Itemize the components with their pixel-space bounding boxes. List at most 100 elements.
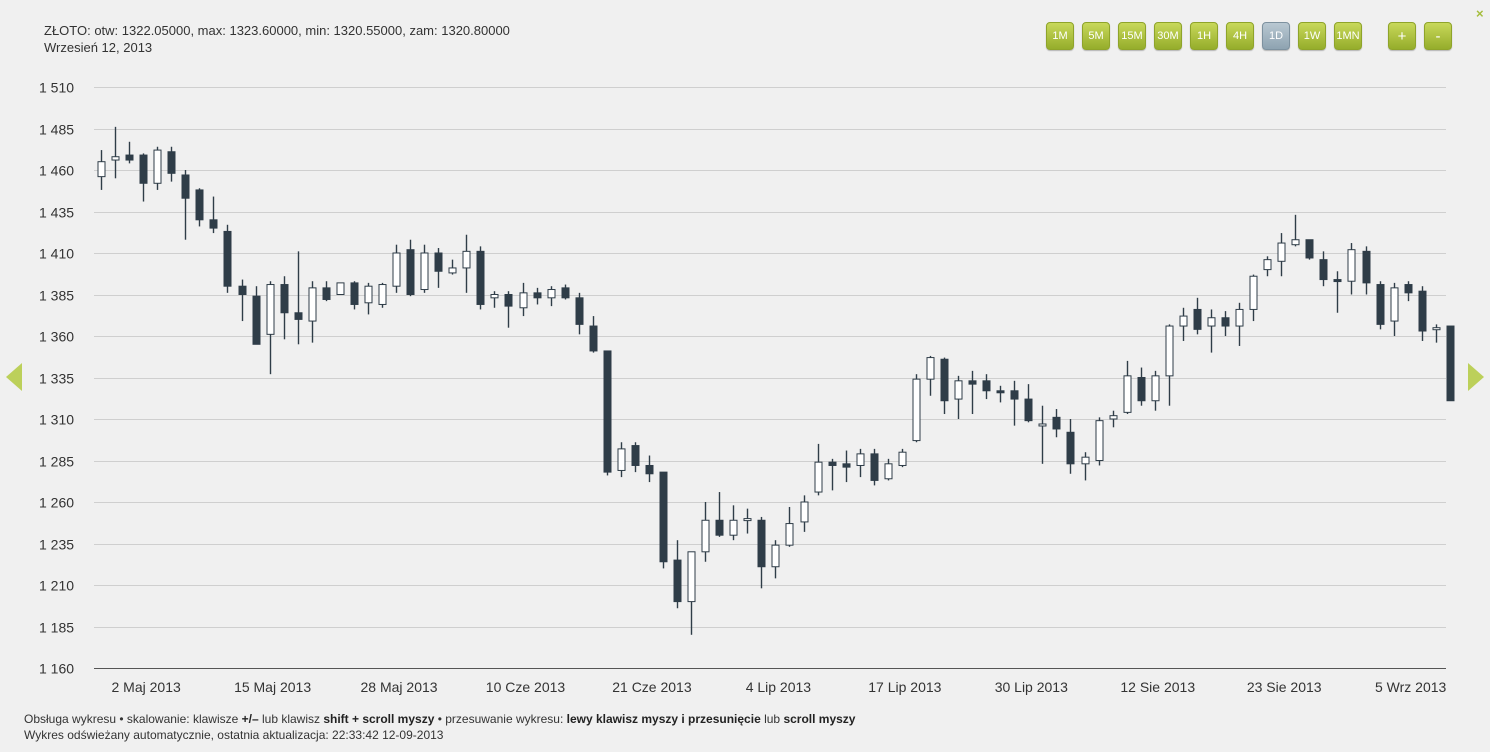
candle[interactable]	[125, 141, 134, 164]
candle[interactable]	[533, 287, 542, 305]
candle[interactable]	[996, 385, 1005, 403]
candle[interactable]	[1207, 309, 1216, 353]
candle[interactable]	[420, 244, 429, 293]
interval-15m-button[interactable]: 15M	[1118, 22, 1146, 50]
candle[interactable]	[1010, 380, 1019, 426]
scroll-left-arrow-icon[interactable]	[6, 363, 22, 391]
candle[interactable]	[828, 458, 837, 491]
candle[interactable]	[476, 246, 485, 310]
candle[interactable]	[336, 282, 345, 296]
candle[interactable]	[743, 508, 752, 534]
candle[interactable]	[1263, 256, 1272, 277]
candle[interactable]	[926, 355, 935, 396]
candle[interactable]	[771, 540, 780, 579]
candle[interactable]	[1081, 452, 1090, 481]
candle[interactable]	[575, 292, 584, 335]
candle[interactable]	[940, 357, 949, 415]
candle[interactable]	[1235, 302, 1244, 346]
candle[interactable]	[589, 316, 598, 353]
interval-30m-button[interactable]: 30M	[1154, 22, 1182, 50]
candle[interactable]	[434, 248, 443, 288]
candle[interactable]	[1277, 233, 1286, 277]
candle[interactable]	[153, 146, 162, 190]
candle[interactable]	[870, 448, 879, 486]
interval-1h-button[interactable]: 1H	[1190, 22, 1218, 50]
candle[interactable]	[519, 282, 528, 317]
candle[interactable]	[701, 502, 710, 562]
candle[interactable]	[1066, 419, 1075, 474]
candle[interactable]	[294, 251, 303, 345]
candle[interactable]	[266, 281, 275, 375]
candle[interactable]	[490, 291, 499, 308]
close-icon[interactable]: ×	[1476, 6, 1484, 21]
interval-1mn-button[interactable]: 1MN	[1334, 22, 1362, 50]
scroll-right-arrow-icon[interactable]	[1468, 363, 1484, 391]
candle[interactable]	[97, 150, 106, 190]
candle[interactable]	[181, 170, 190, 240]
interval-5m-button[interactable]: 5M	[1082, 22, 1110, 50]
candle[interactable]	[617, 442, 626, 478]
candle[interactable]	[1390, 282, 1399, 336]
candle[interactable]	[715, 492, 724, 537]
candle[interactable]	[898, 448, 907, 468]
candle[interactable]	[308, 281, 317, 343]
candle[interactable]	[1165, 324, 1174, 406]
candle[interactable]	[364, 282, 373, 315]
interval-4h-button[interactable]: 4H	[1226, 22, 1254, 50]
candle[interactable]	[800, 495, 809, 532]
candle[interactable]	[1305, 239, 1314, 260]
candle[interactable]	[1024, 384, 1033, 423]
candle[interactable]	[1347, 243, 1356, 295]
candle[interactable]	[1179, 307, 1188, 341]
candle[interactable]	[631, 442, 640, 473]
candle[interactable]	[448, 259, 457, 275]
candle[interactable]	[1123, 360, 1132, 415]
interval-1w-button[interactable]: 1W	[1298, 22, 1326, 50]
candle[interactable]	[1404, 281, 1413, 302]
candle[interactable]	[209, 196, 218, 234]
candle[interactable]	[954, 375, 963, 419]
zoom-in-button[interactable]: +	[1388, 22, 1416, 50]
candle[interactable]	[1319, 251, 1328, 287]
candle[interactable]	[884, 458, 893, 481]
candle[interactable]	[842, 450, 851, 483]
candle[interactable]	[1193, 297, 1202, 335]
interval-1d-button[interactable]: 1D	[1262, 22, 1290, 50]
candle[interactable]	[1052, 409, 1061, 438]
candle[interactable]	[462, 234, 471, 293]
candle[interactable]	[406, 239, 415, 297]
candle[interactable]	[785, 506, 794, 547]
candle[interactable]	[111, 126, 120, 179]
candle[interactable]	[1038, 405, 1047, 464]
candle[interactable]	[350, 281, 359, 310]
candle[interactable]	[378, 282, 387, 308]
candle[interactable]	[1291, 214, 1300, 247]
candle[interactable]	[1333, 271, 1342, 313]
candle[interactable]	[1109, 410, 1118, 428]
interval-1m-button[interactable]: 1M	[1046, 22, 1074, 50]
candle[interactable]	[1249, 274, 1258, 322]
candle[interactable]	[729, 505, 738, 541]
candle[interactable]	[223, 224, 232, 293]
candle[interactable]	[1095, 417, 1104, 466]
candle[interactable]	[238, 279, 247, 322]
candle[interactable]	[673, 540, 682, 609]
candlestick-chart[interactable]: 1 160 1 185 1 210 1 235 1 260 1 285 1 310 1 335…	[0, 0, 1490, 705]
candle[interactable]	[504, 291, 513, 328]
candle[interactable]	[280, 276, 289, 340]
candle[interactable]	[195, 188, 204, 227]
candle[interactable]	[687, 551, 696, 635]
candle[interactable]	[982, 374, 991, 400]
candle[interactable]	[322, 281, 331, 302]
candle[interactable]	[252, 286, 261, 345]
candle[interactable]	[1432, 324, 1441, 343]
candle[interactable]	[968, 370, 977, 415]
candle[interactable]	[1376, 281, 1385, 330]
candle[interactable]	[645, 455, 654, 483]
candle[interactable]	[392, 244, 401, 293]
candle[interactable]	[1446, 325, 1455, 402]
candle[interactable]	[1362, 246, 1371, 295]
candle[interactable]	[167, 146, 176, 182]
candle[interactable]	[603, 350, 612, 476]
candle[interactable]	[1221, 311, 1230, 336]
